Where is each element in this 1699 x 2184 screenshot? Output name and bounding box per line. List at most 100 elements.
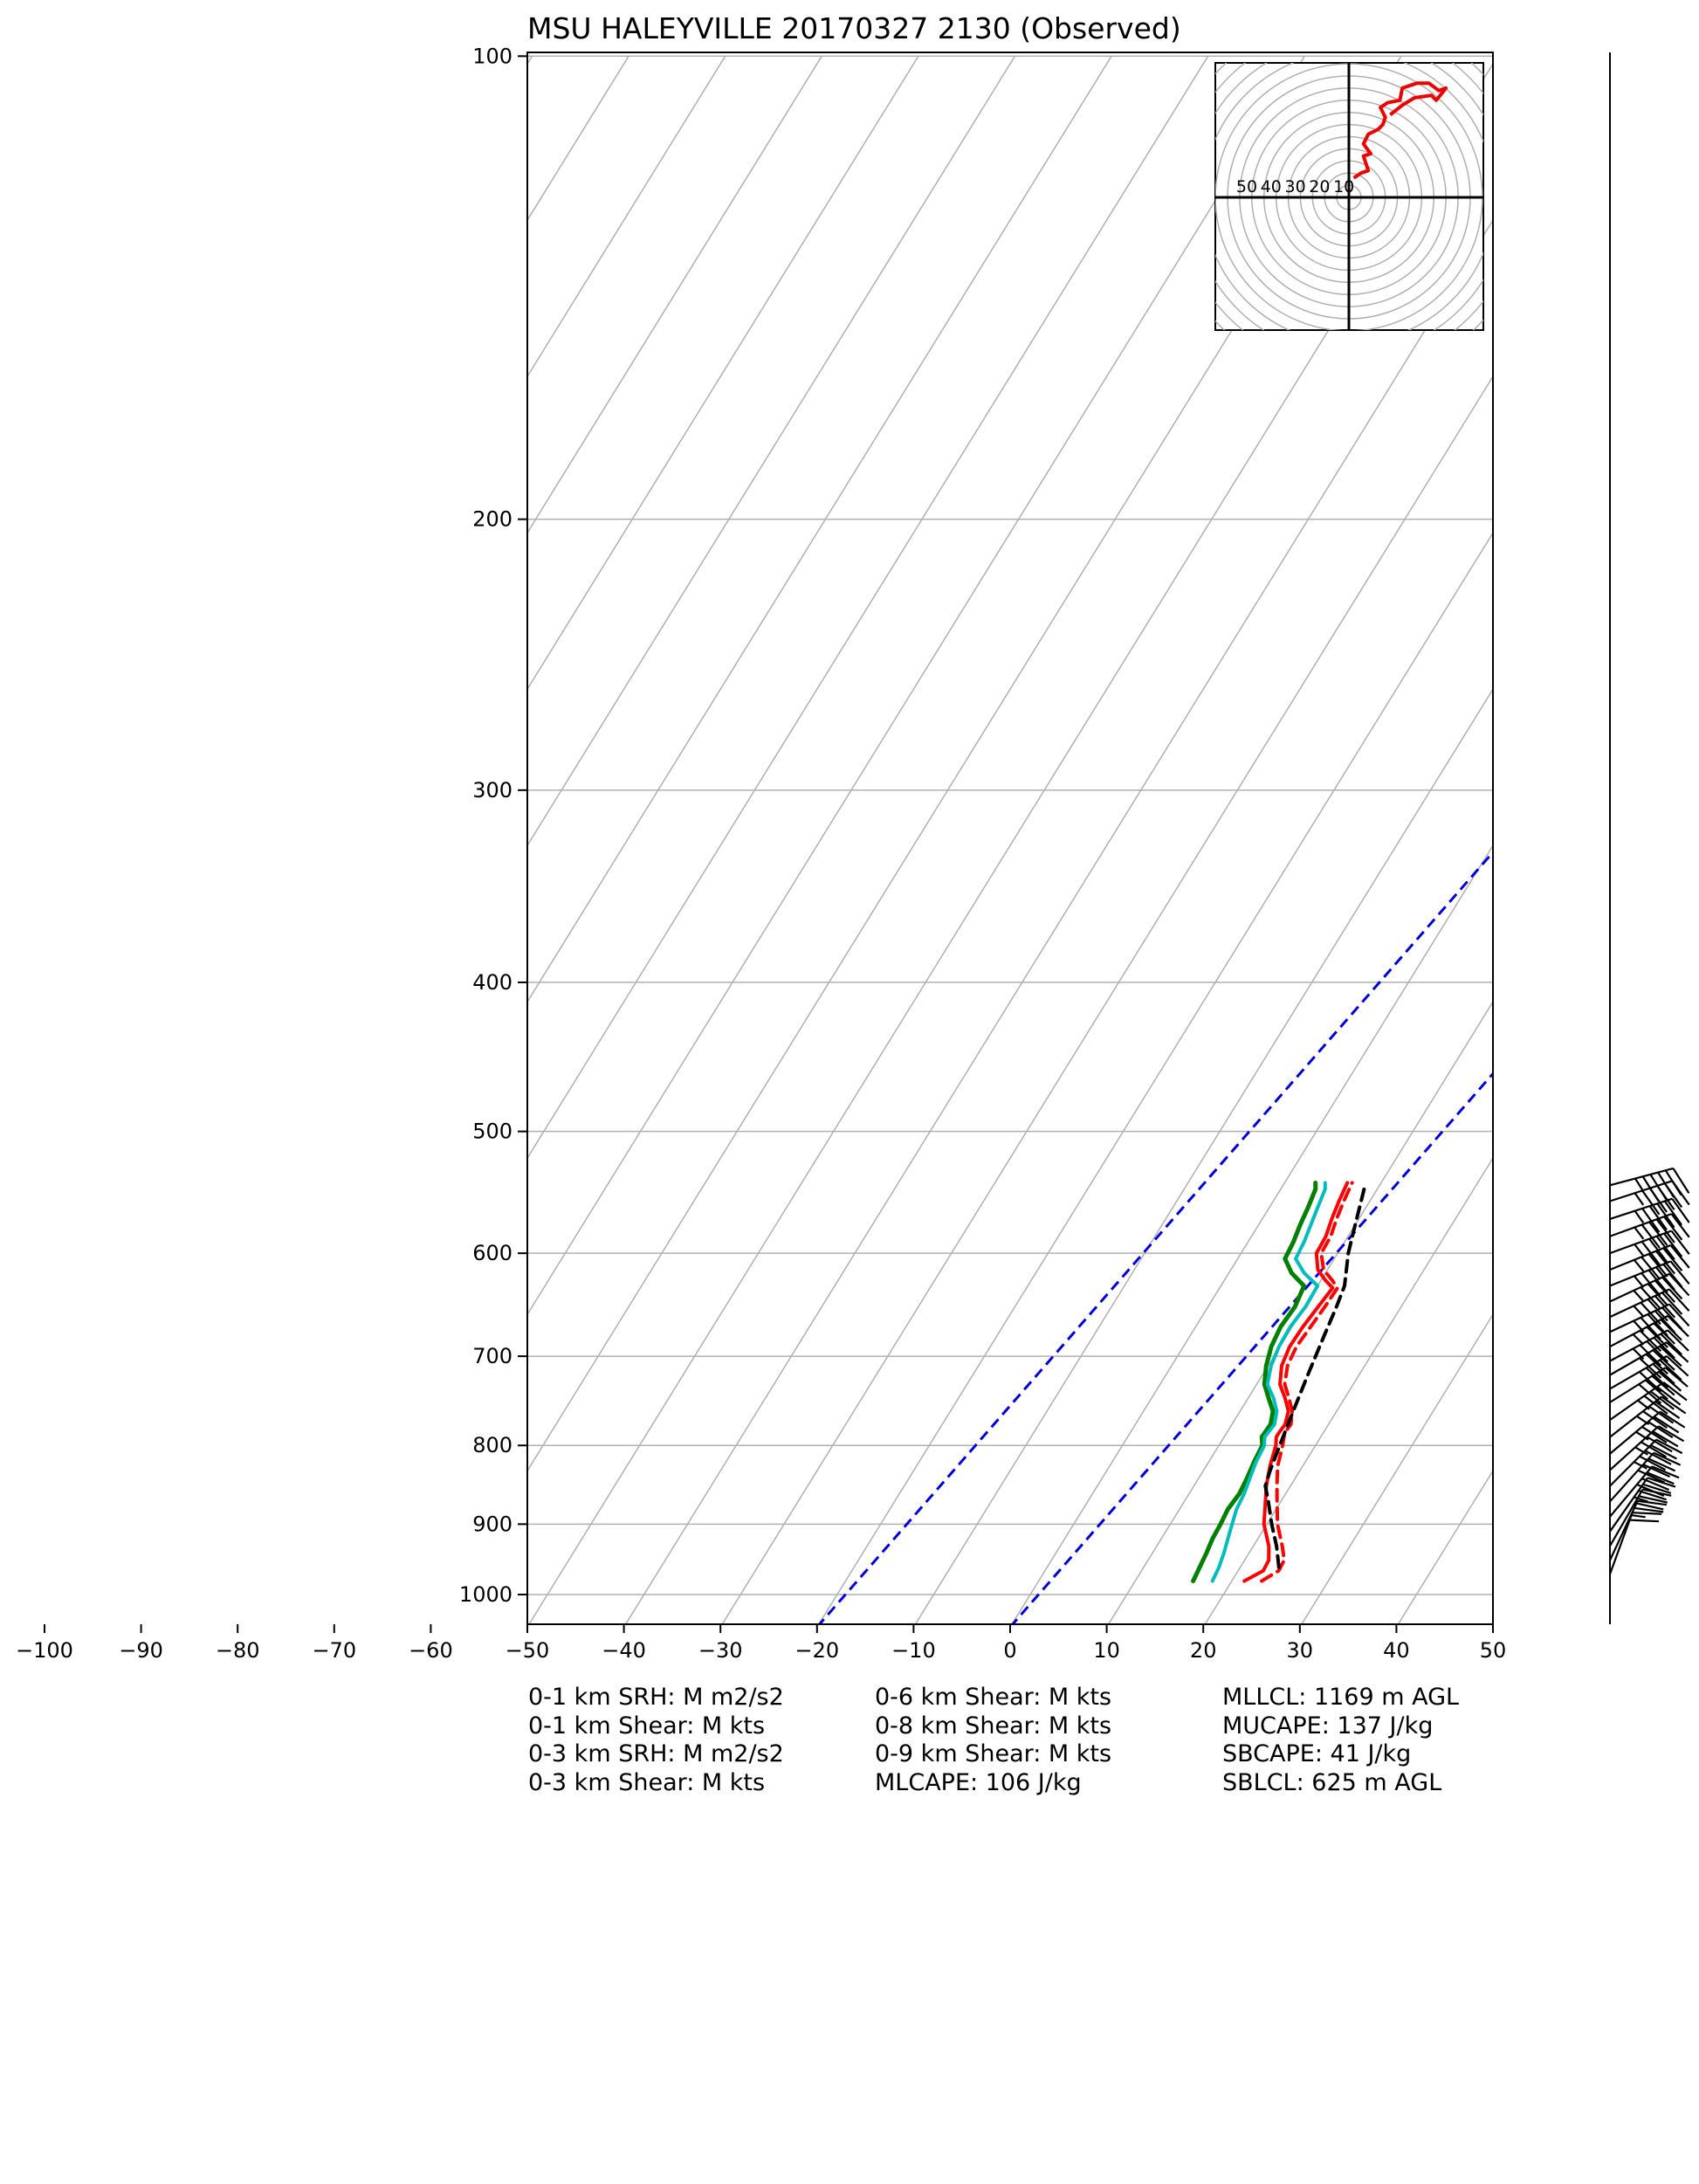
- wind-barb: [1609, 1499, 1668, 1561]
- barb-flag: [1638, 1383, 1662, 1404]
- barb-flag: [1663, 1232, 1683, 1257]
- barb-flag: [1640, 1301, 1661, 1326]
- skew-t-chart: MSU HALEYVILLE 20170327 2130 (Observed) …: [16, 11, 1690, 1663]
- isotherm-line: [527, 55, 1305, 1316]
- barb-half-flag: [1632, 1347, 1645, 1361]
- barb-flag: [1654, 1279, 1676, 1303]
- barb-staff: [1609, 1213, 1672, 1237]
- isotherm-line: [1300, 1312, 1493, 1624]
- barb-flag: [1642, 1410, 1668, 1430]
- wind-barb: [1609, 1260, 1690, 1297]
- wetbulb-trace: [1210, 1181, 1327, 1583]
- barb-flag: [1639, 1371, 1662, 1393]
- barb-half-flag: [1634, 1226, 1645, 1240]
- barb-flag: [1662, 1247, 1683, 1271]
- barb-flag: [1653, 1451, 1682, 1466]
- barb-half-flag: [1636, 1415, 1650, 1426]
- barb-flag: [1672, 1168, 1690, 1194]
- hodograph-ring-label: 20: [1309, 177, 1330, 196]
- x-tick-label: 30: [1287, 1638, 1314, 1663]
- barb-flag: [1641, 1189, 1661, 1216]
- barb-staff: [1609, 1244, 1671, 1271]
- barb-flag: [1664, 1367, 1689, 1388]
- barb-flag: [1639, 1357, 1662, 1379]
- barb-flag: [1661, 1306, 1683, 1330]
- barb-flag: [1662, 1381, 1688, 1402]
- virtual_temperature-trace: [1260, 1181, 1354, 1583]
- x-tick-label: −50: [506, 1638, 550, 1663]
- isotherm-line: [914, 687, 1493, 1624]
- param-column-2: 0-6 km Shear: M kts 0-8 km Shear: M kts 0-…: [875, 1684, 1111, 1797]
- y-tick-label: 300: [472, 778, 512, 803]
- barb-staff: [1609, 1410, 1661, 1455]
- barb-flag: [1641, 1256, 1661, 1281]
- barb-flag: [1654, 1266, 1675, 1291]
- x-tick-label: −90: [119, 1638, 163, 1663]
- barb-flag: [1656, 1202, 1675, 1229]
- barb-flag: [1647, 1471, 1675, 1485]
- barb-flag: [1646, 1340, 1669, 1363]
- barb-flag: [1642, 1464, 1671, 1478]
- sounding-traces: [1191, 1181, 1368, 1583]
- isotherm-line: [527, 55, 919, 691]
- x-tick-label: −30: [698, 1638, 743, 1663]
- param-column-1: 0-1 km SRH: M m2/s2 0-1 km Shear: M kts 0-…: [528, 1684, 784, 1797]
- wind-barb: [1609, 1213, 1690, 1249]
- parcel-trace: [1263, 1181, 1368, 1569]
- barb-flag: [1651, 1465, 1680, 1479]
- y-tick-label: 100: [472, 44, 512, 68]
- barb-flag: [1645, 1353, 1668, 1375]
- barb-staff: [1609, 1167, 1674, 1187]
- barb-flag: [1654, 1310, 1676, 1333]
- wind-barb: [1609, 1272, 1690, 1310]
- barb-flag: [1651, 1374, 1675, 1396]
- wind-barb: [1609, 1395, 1687, 1438]
- wind-barb: [1609, 1167, 1690, 1202]
- barb-flag: [1640, 1317, 1661, 1340]
- param-line: SBLCL: 625 m AGL: [1222, 1768, 1442, 1796]
- barb-flag: [1643, 1395, 1668, 1415]
- barb-half-flag: [1634, 1192, 1645, 1206]
- barb-flag: [1650, 1443, 1677, 1460]
- hodograph-inset: 50 40 30 20 10: [1214, 62, 1484, 331]
- barb-flag: [1632, 1512, 1662, 1515]
- barb-half-flag: [1630, 1513, 1646, 1519]
- param-line: 0-3 km SRH: M m2/s2: [528, 1740, 784, 1767]
- barb-half-flag: [1634, 1496, 1648, 1503]
- barb-flag: [1641, 1272, 1661, 1297]
- barb-flag: [1661, 1395, 1687, 1415]
- barb-flag: [1659, 1359, 1682, 1381]
- wind-barb: [1609, 1465, 1680, 1518]
- isotherm-line: [721, 375, 1493, 1624]
- wind-barb: [1608, 1512, 1662, 1575]
- barb-half-flag: [1633, 1305, 1645, 1318]
- barb-flag: [1652, 1363, 1675, 1385]
- x-tick-label: 40: [1383, 1638, 1410, 1663]
- barb-flag: [1629, 1519, 1660, 1523]
- barb-flag: [1666, 1341, 1689, 1363]
- barb-half-flag: [1633, 1319, 1645, 1333]
- barb-half-flag: [1634, 1244, 1645, 1257]
- barb-flag: [1668, 1288, 1690, 1312]
- barb-flag: [1664, 1169, 1682, 1196]
- isotherm-line: [527, 55, 822, 534]
- y-tick-label: 200: [472, 507, 512, 532]
- barb-flag: [1647, 1299, 1668, 1322]
- wind-barb: [1609, 1230, 1690, 1266]
- barb-flag: [1641, 1441, 1668, 1458]
- barb-flag: [1648, 1221, 1668, 1246]
- barb-flag: [1658, 1371, 1682, 1392]
- wind-barb: [1609, 1314, 1689, 1353]
- barb-flag: [1644, 1379, 1668, 1401]
- barb-flag: [1640, 1286, 1661, 1310]
- temperature-axis: −100 −90 −80 −70 −60 −50 −40 −30 −20 −10 0 10 20 30 40…: [16, 1624, 1506, 1663]
- barb-flag: [1647, 1253, 1668, 1278]
- barb-flag: [1639, 1329, 1662, 1353]
- x-tick-label: −70: [312, 1638, 356, 1663]
- barb-flag: [1663, 1216, 1683, 1241]
- param-line: 0-3 km Shear: M kts: [528, 1768, 766, 1796]
- barb-staff: [1609, 1230, 1672, 1255]
- barb-flag: [1655, 1235, 1675, 1260]
- barb-half-flag: [1633, 1290, 1645, 1302]
- barb-flag: [1652, 1349, 1675, 1371]
